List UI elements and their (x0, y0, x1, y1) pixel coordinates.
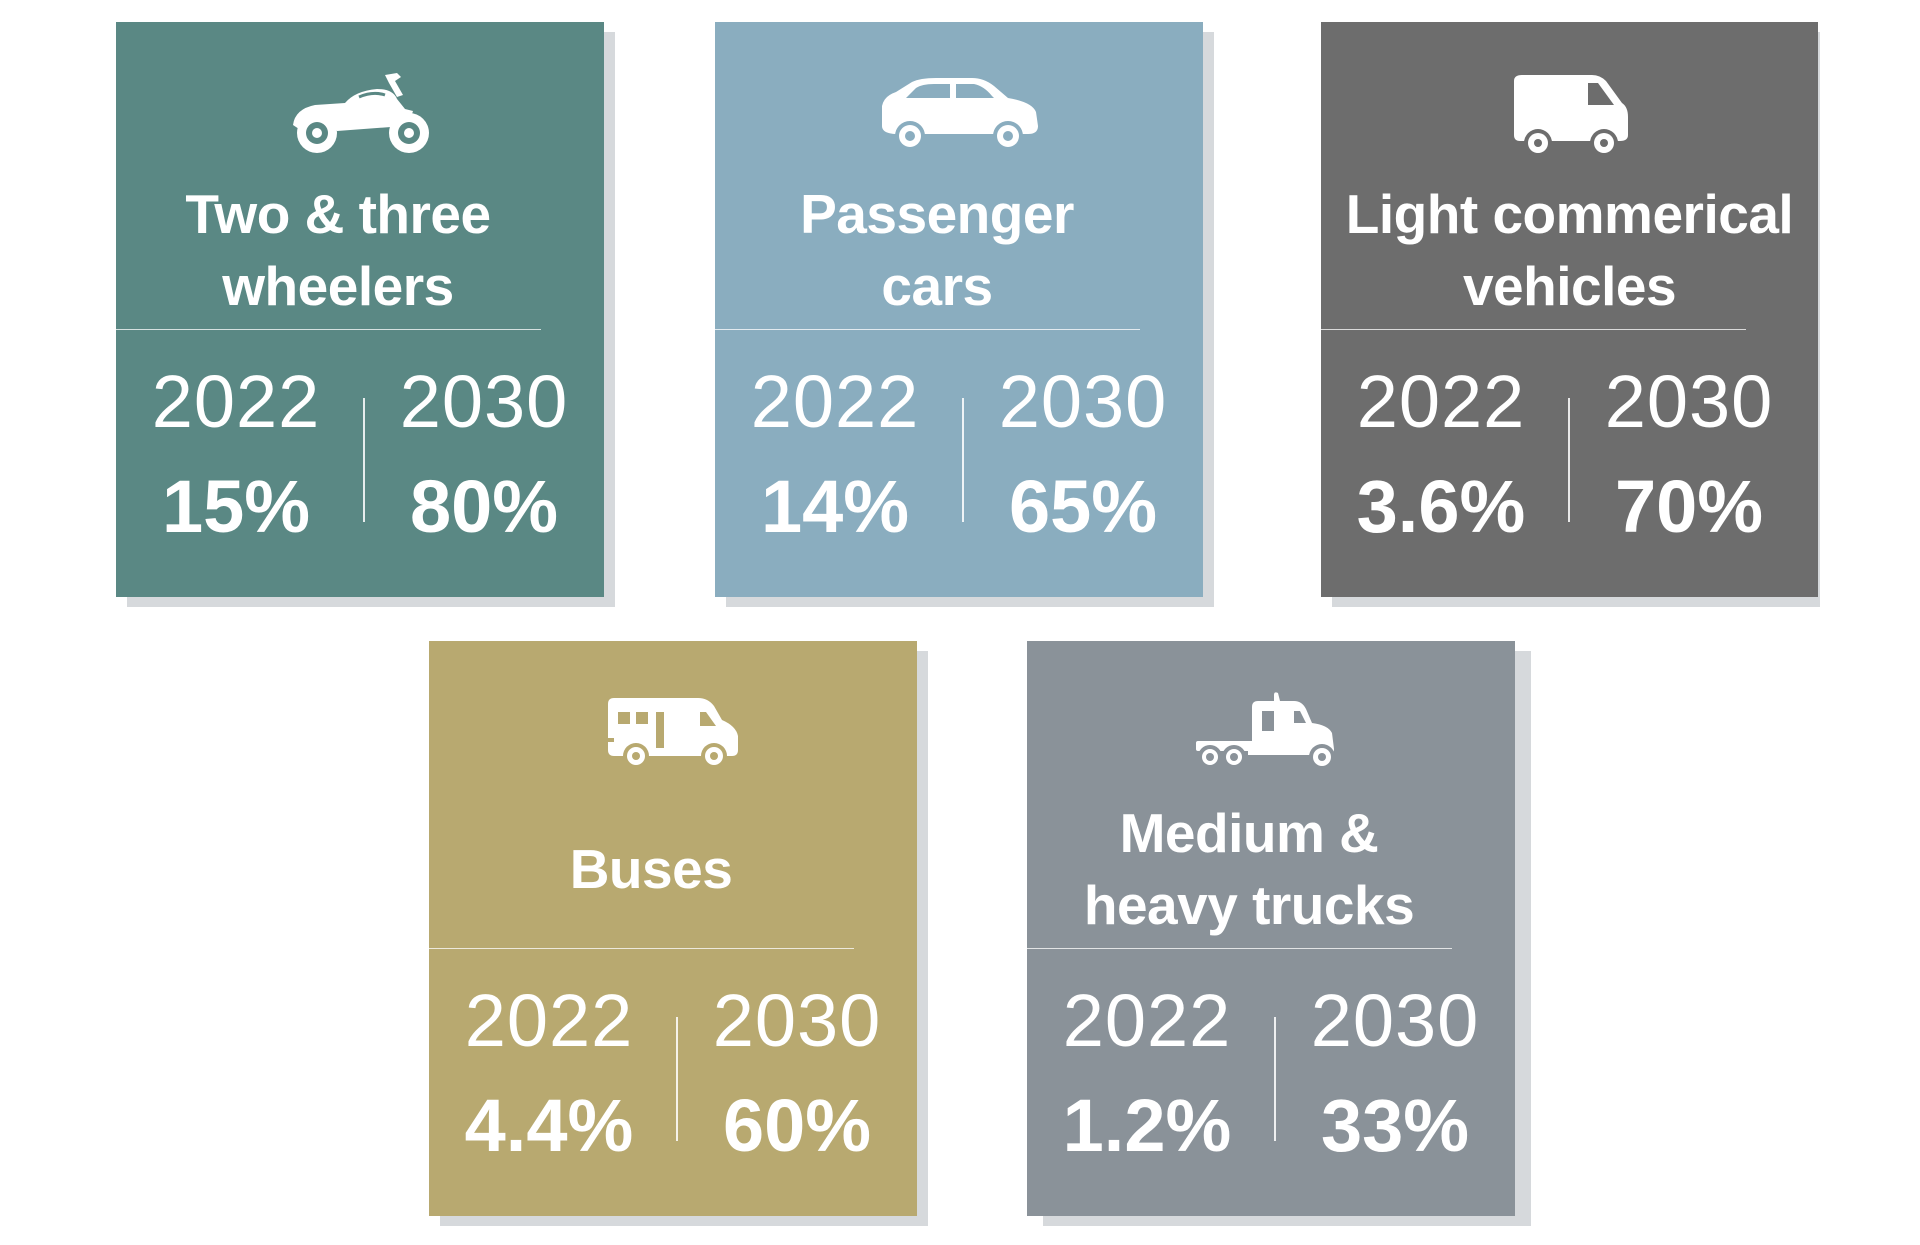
share-value: 14% (760, 465, 910, 548)
year-2030-column: 2030 80% (364, 357, 604, 550)
share-value: 80% (409, 465, 559, 548)
title-rule (1321, 329, 1746, 330)
column-divider (1274, 1017, 1276, 1141)
year-2030-column: 2030 60% (677, 976, 917, 1169)
year-label: 2030 (399, 360, 569, 443)
share-value: 15% (161, 465, 311, 548)
column-divider (962, 398, 964, 522)
car-icon (715, 60, 1203, 168)
share-value: 1.2% (1062, 1084, 1232, 1167)
card-title: Light commerical vehicles (1345, 183, 1794, 317)
year-label: 2022 (464, 979, 634, 1062)
title-rule (1027, 948, 1452, 949)
year-2030-column: 2030 70% (1569, 357, 1809, 550)
year-label: 2030 (1310, 979, 1480, 1062)
card-light-commercial-vehicles: Light commerical vehicles 2022 3.6% 2030… (1321, 22, 1820, 607)
year-label: 2022 (1356, 360, 1526, 443)
share-value: 60% (722, 1084, 872, 1167)
share-value: 70% (1614, 465, 1764, 548)
column-divider (363, 398, 365, 522)
year-2022-column: 2022 14% (715, 357, 955, 550)
year-2022-column: 2022 15% (116, 357, 356, 550)
card-title: Passenger cars (800, 183, 1074, 317)
year-label: 2030 (998, 360, 1168, 443)
year-2030-column: 2030 33% (1275, 976, 1515, 1169)
motorcycle-icon (116, 60, 604, 168)
card-face: Two & three wheelers 2022 15% 2030 80% (116, 22, 604, 597)
card-face: Medium & heavy trucks 2022 1.2% 2030 33% (1027, 641, 1515, 1216)
card-title: Medium & heavy trucks (1083, 802, 1415, 936)
share-value: 3.6% (1356, 465, 1526, 548)
year-label: 2030 (1604, 360, 1774, 443)
truck-icon (1027, 679, 1515, 787)
share-value: 65% (1008, 465, 1158, 548)
year-label: 2022 (1062, 979, 1232, 1062)
title-rule (116, 329, 541, 330)
card-medium-heavy-trucks: Medium & heavy trucks 2022 1.2% 2030 33% (1027, 641, 1531, 1226)
bus-icon (429, 679, 917, 787)
card-face: Passenger cars 2022 14% 2030 65% (715, 22, 1203, 597)
card-face: Buses 2022 4.4% 2030 60% (429, 641, 917, 1216)
card-title: Buses (569, 838, 733, 900)
van-icon (1321, 60, 1818, 168)
title-rule (429, 948, 854, 949)
year-label: 2030 (712, 979, 882, 1062)
column-divider (1568, 398, 1570, 522)
card-buses: Buses 2022 4.4% 2030 60% (429, 641, 928, 1226)
share-value: 33% (1320, 1084, 1470, 1167)
column-divider (676, 1017, 678, 1141)
year-2022-column: 2022 3.6% (1321, 357, 1561, 550)
card-face: Light commerical vehicles 2022 3.6% 2030… (1321, 22, 1818, 597)
card-title: Two & three wheelers (185, 183, 491, 317)
share-value: 4.4% (464, 1084, 634, 1167)
year-2030-column: 2030 65% (963, 357, 1203, 550)
title-rule (715, 329, 1140, 330)
year-label: 2022 (151, 360, 321, 443)
year-2022-column: 2022 1.2% (1027, 976, 1267, 1169)
year-2022-column: 2022 4.4% (429, 976, 669, 1169)
year-label: 2022 (750, 360, 920, 443)
card-two-three-wheelers: Two & three wheelers 2022 15% 2030 80% (116, 22, 615, 607)
card-passenger-cars: Passenger cars 2022 14% 2030 65% (715, 22, 1214, 607)
